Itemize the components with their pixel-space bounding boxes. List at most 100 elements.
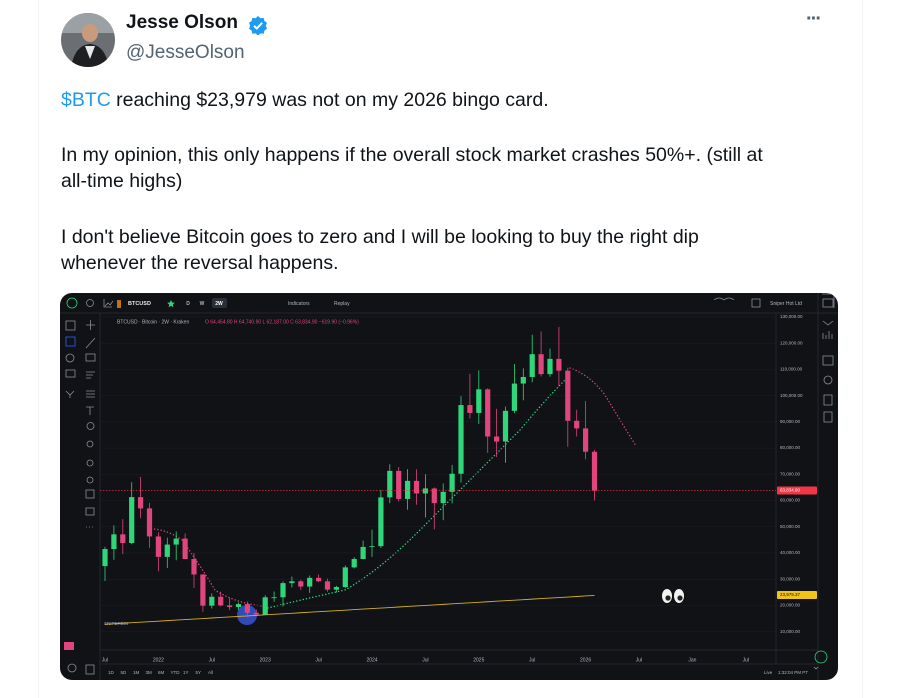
candle-body [164, 544, 170, 557]
chart-content: BTCUSD D W 2W Indicators Replay Sniper Hot Ltd… [100, 301, 817, 675]
candle-body [583, 428, 589, 452]
tweet-line: all-time highs) [61, 170, 183, 192]
candle-body [529, 354, 535, 377]
candle-body [227, 605, 233, 607]
x-tick-label: Jan [688, 657, 696, 663]
y-tick-label: 50,000.00 [780, 524, 801, 529]
cashtag[interactable]: $BTC [61, 89, 111, 111]
chart-image[interactable]: BTCUSD D W 2W Indicators Replay Sniper Hot Ltd… [60, 293, 838, 680]
range-button[interactable]: 1M [133, 670, 140, 675]
candle-body [431, 488, 437, 504]
y-tick-label: 40,000.00 [780, 550, 801, 555]
author-handle[interactable]: @JesseOlson [126, 42, 245, 63]
toolbar-icons [64, 293, 835, 675]
candle-body [138, 497, 144, 509]
y-tick-label: 110,000.00 [780, 367, 803, 372]
avatar[interactable] [61, 13, 115, 67]
range-button[interactable]: 6M [158, 670, 165, 675]
y-tick-label: 130,000.00 [780, 314, 803, 319]
candle-body [458, 405, 464, 474]
candle-body [591, 451, 598, 491]
candle-body [333, 587, 339, 590]
ohlc: O 64,454.80 H 64,740.90 L 62,187.00 C 63… [205, 319, 359, 325]
y-tick-label: 80,000.00 [780, 445, 801, 450]
clock: 1:32:04 PM PT [778, 670, 808, 675]
interval[interactable]: 2W [215, 301, 223, 307]
favorite-star[interactable] [167, 300, 175, 308]
range-button[interactable]: 5Y [196, 670, 202, 675]
candle-body [271, 597, 277, 599]
x-tick-label: Jul [422, 657, 428, 663]
symbol[interactable]: BTCUSD [128, 301, 151, 307]
candle-body [476, 389, 482, 413]
candle-body [289, 581, 295, 584]
candle-body [244, 604, 250, 613]
candle-body [218, 596, 224, 606]
range-button[interactable]: 5D [121, 670, 128, 675]
candle-body [120, 534, 126, 543]
card-border [862, 0, 863, 698]
candle-body [316, 577, 322, 582]
candle-body [342, 567, 348, 588]
y-tick-label: 100,000.00 [780, 393, 803, 398]
price-tag [777, 590, 817, 599]
candle-body [262, 597, 268, 615]
tweet-line: $BTC reaching $23,979 was not on my 2026 … [61, 87, 549, 113]
y-tick-label: 30,000.00 [780, 576, 801, 581]
range-button[interactable]: YTD [171, 670, 181, 675]
range-button[interactable]: 3M [146, 670, 153, 675]
status: Live [764, 670, 773, 675]
x-tick-label: Jul [102, 657, 108, 663]
y-tick-label: 70,000.00 [780, 471, 801, 476]
candle-body [556, 358, 562, 371]
candle-body [173, 538, 179, 545]
candle-body [378, 497, 384, 547]
interval[interactable]: W [200, 301, 205, 307]
y-tick-label: 90,000.00 [780, 419, 801, 424]
x-tick-label: Jul [315, 657, 321, 663]
candle-body [209, 596, 215, 606]
account[interactable]: Sniper Hot Ltd [770, 301, 802, 307]
tweet-line: I don't believe Bitcoin goes to zero and… [61, 226, 699, 248]
candle-body [102, 549, 108, 567]
x-tick-label: 2023 [260, 657, 271, 663]
author-name[interactable]: Jesse Olson [126, 12, 238, 33]
candle-body [155, 536, 161, 557]
chart-legend: BTCUSD · Bitcoin · 2W · Kraken [117, 319, 189, 325]
tweet-line: In my opinion, this only happens if the … [61, 144, 763, 166]
candle-body [396, 470, 402, 499]
active-interval-bg [212, 298, 227, 308]
candle-body [182, 538, 188, 559]
candle-body [449, 473, 455, 492]
candle-body [440, 491, 446, 504]
tweet-text: reaching $23,979 was not on my 2026 bing… [116, 89, 549, 111]
candle-body [298, 581, 304, 587]
candle-body [280, 583, 286, 598]
candle-body [538, 354, 544, 375]
range-button[interactable]: All [208, 670, 213, 675]
card-border [38, 0, 39, 698]
interval[interactable]: D [186, 301, 190, 307]
candle-body [520, 376, 526, 384]
candle-body [360, 546, 366, 559]
toolbar-button[interactable]: Indicators [288, 301, 310, 307]
candle-body [387, 470, 393, 498]
candle-body [369, 546, 375, 547]
candle-body [422, 488, 428, 494]
candle-body [413, 480, 420, 494]
candle-body [324, 581, 331, 590]
moving-average [104, 595, 595, 625]
symbol-icon [117, 300, 121, 308]
range-button[interactable]: 1D [108, 670, 115, 675]
y-tick-label: 10,000.00 [780, 629, 801, 634]
x-tick-label: 2024 [366, 657, 377, 663]
price-tag-label: 63,834.90 [780, 488, 801, 493]
x-tick-label: Jul [743, 657, 749, 663]
chart-background [60, 293, 838, 680]
x-tick-label: Jul [636, 657, 642, 663]
candle-body [146, 508, 153, 537]
toolbar-button[interactable]: Replay [334, 301, 350, 307]
more-menu[interactable]: ··· [806, 8, 822, 30]
range-button[interactable]: 1Y [183, 670, 189, 675]
candle-body [129, 497, 135, 543]
